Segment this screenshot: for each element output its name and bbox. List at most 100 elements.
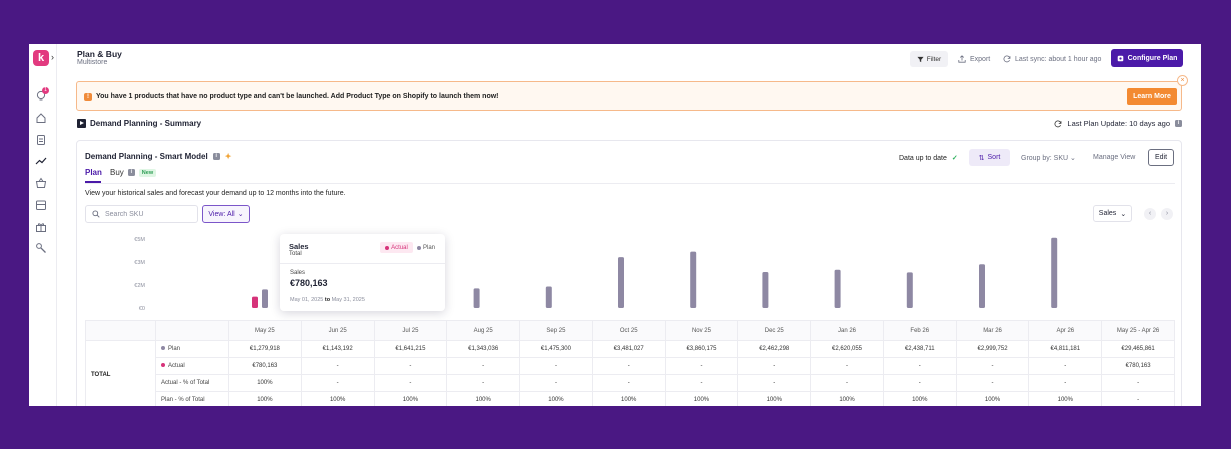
table-cell: - (664, 374, 739, 392)
table-cell: - (300, 374, 375, 392)
brand-logo[interactable]: k (33, 50, 49, 66)
group-label: TOTAL (85, 340, 156, 406)
plan-bar[interactable] (979, 264, 985, 308)
group-by-select[interactable]: Group by: SKU ⌄ (1021, 154, 1076, 162)
lightbulb-icon[interactable]: 1 (35, 87, 49, 102)
table-cell: - (373, 357, 448, 375)
filter-button[interactable]: Filter (910, 51, 948, 67)
table-cell: - (737, 357, 812, 375)
export-button[interactable]: Export (958, 52, 990, 66)
legend-plan[interactable]: Plan (417, 242, 435, 253)
tools-icon[interactable] (35, 242, 47, 254)
active-tab-indicator (85, 181, 101, 183)
table-cell: 100% (591, 391, 666, 406)
sync-status[interactable]: Last sync: about 1 hour ago (1003, 52, 1101, 66)
range-to: to (324, 297, 331, 303)
view-select[interactable]: View: All ⌄ (202, 205, 250, 223)
plan-bar[interactable] (618, 257, 624, 308)
table-cell: 100% (373, 391, 448, 406)
plan-bar[interactable] (834, 269, 841, 308)
check-icon: ✓ (951, 155, 958, 162)
plan-bar[interactable] (473, 288, 480, 308)
column-header: Apr 26 (1028, 320, 1103, 341)
table-cell: €4,811,181 (1028, 340, 1103, 358)
table-cell: €2,999,752 (955, 340, 1030, 358)
last-update-text: Last Plan Update: 10 days ago (1067, 119, 1170, 128)
close-icon[interactable]: × (1177, 75, 1188, 86)
edit-button[interactable]: Edit (1148, 149, 1174, 166)
plan-bar[interactable] (906, 272, 913, 308)
actual-bar[interactable] (252, 296, 258, 308)
legend-actual[interactable]: Actual (380, 242, 413, 253)
document-icon[interactable] (35, 134, 47, 146)
chevron-down-icon: ⌄ (237, 211, 244, 218)
table-cell: - (882, 374, 957, 392)
warning-icon: ! (84, 93, 92, 101)
table-row: Actual - % of Total 100% - - - - - - - - - - - - (86, 374, 1175, 392)
configure-plan-button[interactable]: Configure Plan (1111, 49, 1183, 67)
table-cell: - (1101, 391, 1175, 406)
table-cell: 100% (1028, 391, 1103, 406)
range-end: May 31, 2025 (331, 297, 365, 303)
table-cell: - (519, 357, 593, 375)
chevron-down-icon: ⌄ (1120, 210, 1127, 218)
collapse-sidebar-icon[interactable]: › (51, 52, 54, 62)
chevron-left-icon[interactable]: ‹ (1144, 208, 1156, 220)
plan-table: May 25 Jun 25 Jul 25 Aug 25 Sep 25 Oct 25 Nov … (85, 320, 1175, 406)
table-cell: €3,481,027 (591, 340, 666, 358)
basket-icon[interactable] (35, 177, 47, 189)
table-cell: 100% (228, 391, 302, 406)
table-cell: 100% (737, 391, 812, 406)
group-by-label: Group by: SKU (1021, 155, 1069, 162)
table-row: TOTAL Plan €1,279,918 €1,143,192 €1,641,215 €… (85, 340, 1175, 406)
table-cell: 100% (955, 391, 1030, 406)
notification-badge: 1 (42, 87, 49, 94)
gift-icon[interactable] (35, 221, 47, 233)
settings-icon (1117, 55, 1123, 61)
app-window: k › 1 Plan & Buy Multistore (29, 44, 1201, 406)
info-icon[interactable]: i (212, 153, 220, 160)
trending-icon[interactable] (35, 155, 47, 167)
table-cell: 100% (882, 391, 957, 406)
plan-bar[interactable] (545, 286, 552, 308)
refresh-icon[interactable] (1054, 120, 1062, 128)
column-header: May 25 (228, 320, 302, 341)
export-icon (958, 55, 966, 63)
plan-bar[interactable] (762, 272, 769, 308)
info-icon[interactable]: i (1175, 120, 1182, 127)
sort-button[interactable]: ⇅ Sort (969, 149, 1010, 166)
plan-bar[interactable] (690, 251, 697, 308)
column-header: Jul 25 (373, 320, 448, 341)
tooltip-metric: Sales (290, 270, 306, 276)
y-tick-label: €2M (134, 283, 145, 289)
info-icon[interactable]: i (127, 169, 135, 176)
learn-more-button[interactable]: Learn More (1127, 88, 1177, 105)
column-header: Mar 26 (955, 320, 1030, 341)
row-label-text: Actual - % of Total (161, 380, 210, 386)
metric-select-label: Sales (1098, 210, 1117, 217)
configure-plan-label: Configure Plan (1127, 54, 1178, 62)
table-cell: €1,143,192 (300, 340, 375, 358)
home-icon[interactable] (35, 112, 47, 124)
y-tick-label: €5M (134, 237, 145, 243)
tab-buy[interactable]: Buy i New (110, 168, 157, 177)
archive-icon[interactable] (35, 199, 47, 211)
chevron-right-icon[interactable]: › (1161, 208, 1173, 220)
actual-dot-icon (385, 245, 390, 250)
search-icon (92, 210, 100, 218)
plan-bar[interactable] (262, 289, 268, 308)
search-input[interactable] (105, 210, 195, 218)
data-status: Data up to date ✓ (899, 154, 958, 163)
plan-bar[interactable] (1051, 237, 1058, 308)
y-tick-label: €0 (139, 306, 145, 312)
column-header: Oct 25 (591, 320, 666, 341)
smart-model-card: Demand Planning - Smart Model i ✦ Plan B… (76, 140, 1182, 406)
table-cell: €1,475,300 (519, 340, 593, 358)
manage-view-button[interactable]: Manage View (1093, 154, 1136, 161)
expand-icon[interactable] (77, 119, 86, 128)
tab-plan[interactable]: Plan (85, 168, 102, 177)
table-header-cell (155, 320, 229, 341)
row-label-text: Actual (168, 363, 185, 369)
table-cell: - (1101, 374, 1175, 392)
metric-select[interactable]: Sales ⌄ (1093, 205, 1132, 222)
